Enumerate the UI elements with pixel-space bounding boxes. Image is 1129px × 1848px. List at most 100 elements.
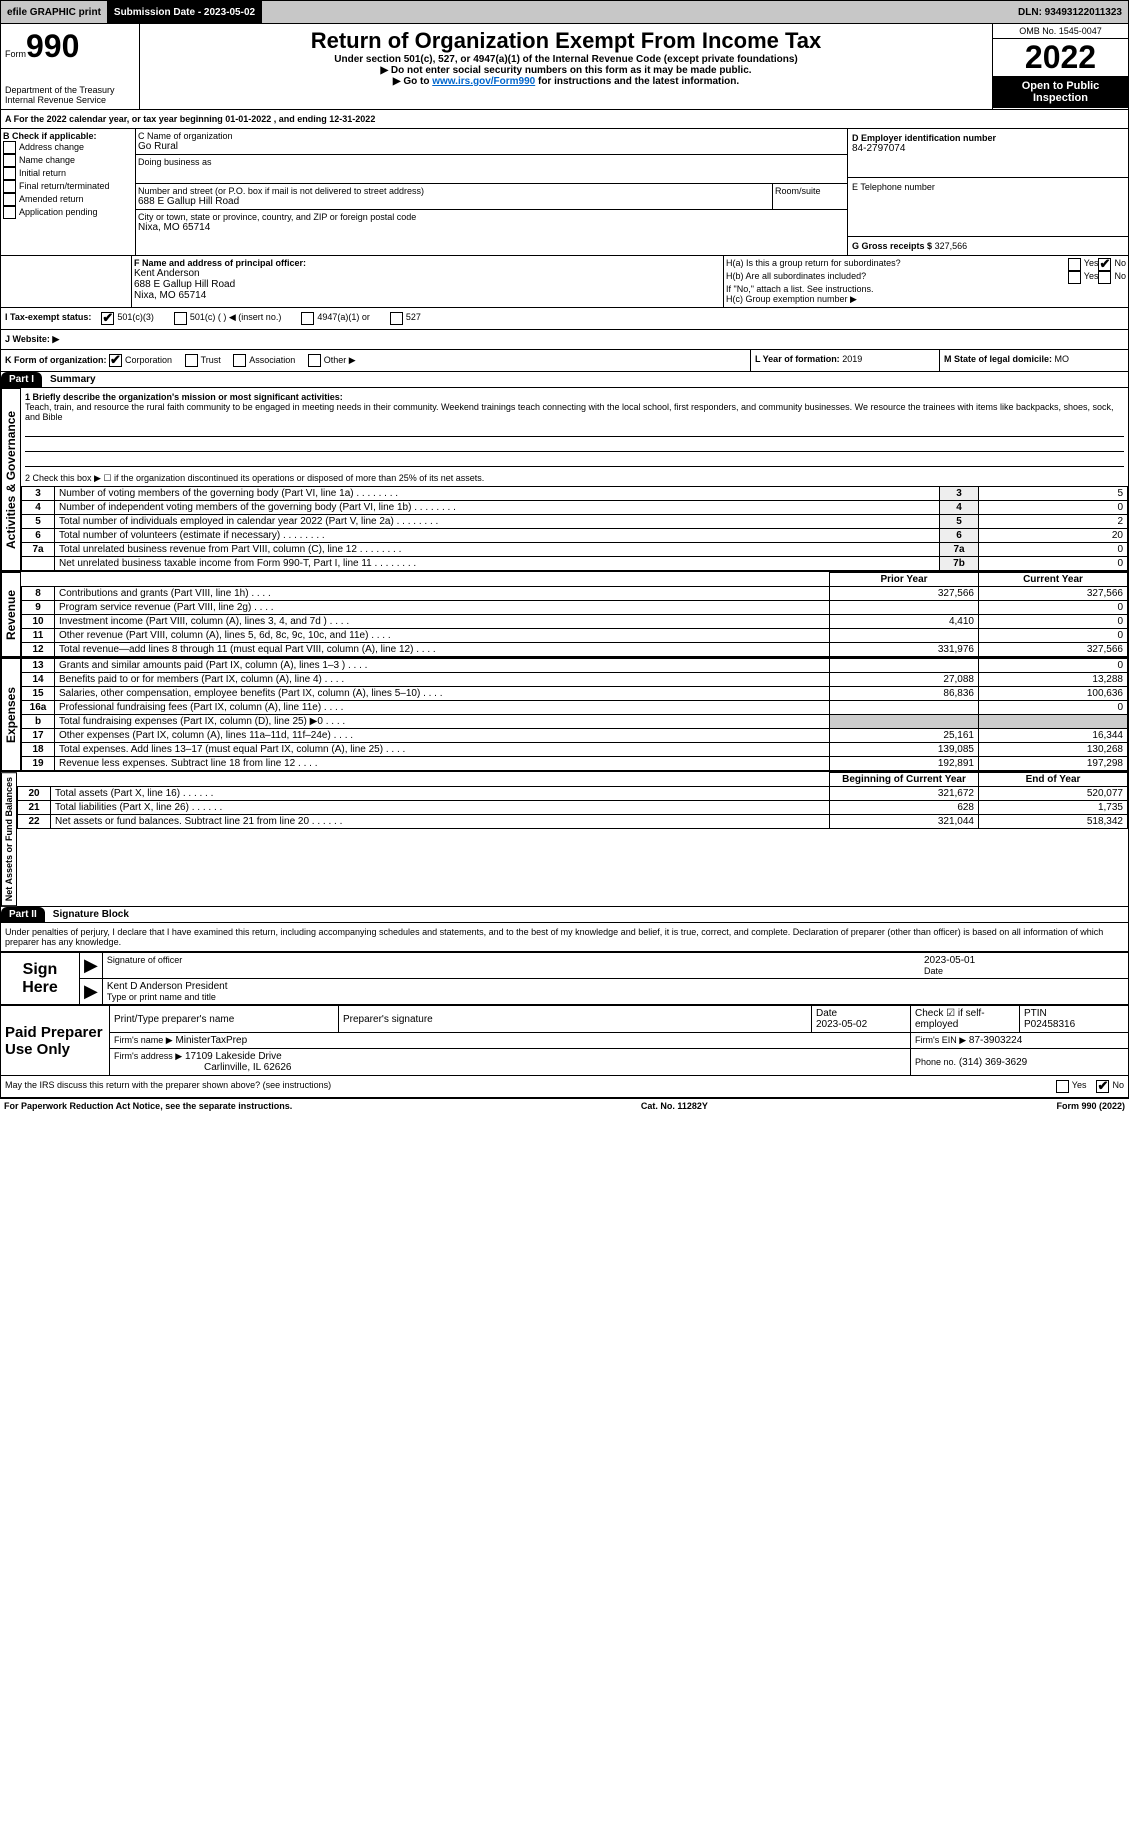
preparer-label: Paid Preparer Use Only: [1, 1006, 110, 1076]
prep-date: 2023-05-02: [816, 1019, 906, 1030]
ha-yes-checkbox[interactable]: [1068, 258, 1081, 271]
hc-label: H(c) Group exemption number ▶: [726, 294, 1126, 305]
street-label: Number and street (or P.O. box if mail i…: [138, 186, 770, 196]
ein-value: 84-2797074: [852, 143, 1124, 154]
ha-no-checkbox[interactable]: [1098, 258, 1111, 271]
527-checkbox[interactable]: [390, 312, 403, 325]
omb-label: OMB No. 1545-0047: [993, 24, 1128, 39]
side-governance: Activities & Governance: [1, 388, 21, 571]
efile-label: efile GRAPHIC print: [1, 1, 108, 23]
officer-addr2: Nixa, MO 65714: [134, 290, 721, 301]
table-row: 14Benefits paid to or for members (Part …: [22, 673, 1128, 687]
discuss-no: No: [1112, 1080, 1124, 1093]
box-e-label: E Telephone number: [852, 182, 1124, 192]
type-name-label: Type or print name and title: [107, 992, 1124, 1002]
date-label: Date: [924, 966, 1124, 976]
self-employed-label: Check ☑ if self-employed: [915, 1008, 985, 1030]
org-name: Go Rural: [138, 141, 845, 152]
table-row: 9Program service revenue (Part VIII, lin…: [22, 601, 1128, 615]
top-bar: efile GRAPHIC print Submission Date - 20…: [0, 0, 1129, 24]
officer-name-title: Kent D Anderson President: [107, 981, 1124, 992]
no-label2: No: [1114, 271, 1126, 284]
prep-col2: Preparer's signature: [339, 1006, 812, 1033]
current-year-header: Current Year: [979, 573, 1128, 587]
firm-phone-label: Phone no.: [915, 1057, 956, 1067]
officer-name: Kent Anderson: [134, 268, 721, 279]
subtitle3-suffix: for instructions and the latest informat…: [535, 76, 739, 87]
table-row: 16aProfessional fundraising fees (Part I…: [22, 701, 1128, 715]
box-m-label: M State of legal domicile:: [944, 354, 1052, 364]
q2-text: 2 Check this box ▶ ☐ if the organization…: [21, 471, 1128, 486]
box-j-label: J Website: ▶: [0, 330, 1129, 350]
revenue-table: Prior Year Current Year 8Contributions a…: [21, 572, 1128, 657]
dba-label: Doing business as: [138, 157, 845, 167]
box-b-item[interactable]: Application pending: [3, 206, 133, 219]
trust-checkbox[interactable]: [185, 354, 198, 367]
table-row: 6Total number of volunteers (estimate if…: [22, 529, 1128, 543]
end-year-header: End of Year: [979, 773, 1128, 787]
subtitle1: Under section 501(c), 527, or 4947(a)(1)…: [144, 54, 988, 65]
other-checkbox[interactable]: [308, 354, 321, 367]
sig-date: 2023-05-01: [924, 955, 1124, 966]
part2-bar: Part II Signature Block: [0, 907, 1129, 923]
submission-date-button[interactable]: Submission Date - 2023-05-02: [108, 1, 262, 23]
revenue-section: Revenue Prior Year Current Year 8Contrib…: [0, 572, 1129, 658]
assoc-checkbox[interactable]: [233, 354, 246, 367]
box-b-item[interactable]: Name change: [3, 154, 133, 167]
firm-addr2: Carlinville, IL 62626: [204, 1062, 291, 1073]
dln-label: DLN: 93493122011323: [1012, 1, 1128, 23]
opt-501c: 501(c) ( ) ◀ (insert no.): [190, 312, 281, 325]
city-value: Nixa, MO 65714: [138, 222, 845, 233]
hb-yes-checkbox[interactable]: [1068, 271, 1081, 284]
box-b-item[interactable]: Amended return: [3, 193, 133, 206]
table-row: 5Total number of individuals employed in…: [22, 515, 1128, 529]
box-b-item[interactable]: Address change: [3, 141, 133, 154]
table-row: 15Salaries, other compensation, employee…: [22, 687, 1128, 701]
box-b-item[interactable]: Initial return: [3, 167, 133, 180]
opt-other: Other ▶: [324, 355, 356, 365]
governance-table: 3Number of voting members of the governi…: [21, 486, 1128, 571]
box-b-item[interactable]: Final return/terminated: [3, 180, 133, 193]
yes-label: Yes: [1084, 258, 1099, 271]
netassets-table: Beginning of Current Year End of Year 20…: [17, 772, 1128, 829]
form-prefix: Form: [5, 49, 26, 59]
declaration-text: Under penalties of perjury, I declare th…: [0, 923, 1129, 952]
irs-label: Internal Revenue Service: [5, 95, 135, 105]
corp-checkbox[interactable]: [109, 354, 122, 367]
4947-checkbox[interactable]: [301, 312, 314, 325]
501c3-checkbox[interactable]: [101, 312, 114, 325]
part1-body: Activities & Governance 1 Briefly descri…: [0, 388, 1129, 572]
arrow-icon: ▶: [80, 953, 103, 979]
expenses-section: Expenses 13Grants and similar amounts pa…: [0, 658, 1129, 772]
table-row: 22Net assets or fund balances. Subtract …: [18, 815, 1128, 829]
part2-title: Signature Block: [45, 909, 129, 920]
table-row: 20Total assets (Part X, line 16) . . . .…: [18, 787, 1128, 801]
footer-mid: Cat. No. 11282Y: [641, 1101, 708, 1111]
501c-checkbox[interactable]: [174, 312, 187, 325]
table-row: 8Contributions and grants (Part VIII, li…: [22, 587, 1128, 601]
boxes-klm: K Form of organization: Corporation Trus…: [0, 350, 1129, 372]
ptin-value: P02458316: [1024, 1019, 1124, 1030]
subtitle2: ▶ Do not enter social security numbers o…: [144, 65, 988, 76]
discuss-no-checkbox[interactable]: [1096, 1080, 1109, 1093]
discuss-yes-checkbox[interactable]: [1056, 1080, 1069, 1093]
table-row: 3Number of voting members of the governi…: [22, 487, 1128, 501]
prep-col1: Print/Type preparer's name: [110, 1006, 339, 1033]
boxes-fh: F Name and address of principal officer:…: [0, 256, 1129, 308]
prep-date-label: Date: [816, 1008, 906, 1019]
open-public-badge: Open to Public Inspection: [993, 76, 1128, 108]
part1-title: Summary: [42, 374, 96, 385]
hb-no-checkbox[interactable]: [1098, 271, 1111, 284]
box-c-name-label: C Name of organization: [138, 131, 845, 141]
street-value: 688 E Gallup Hill Road: [138, 196, 770, 207]
opt-527: 527: [406, 312, 421, 325]
discuss-row: May the IRS discuss this return with the…: [0, 1076, 1129, 1098]
sign-here-label: Sign Here: [1, 953, 80, 1005]
sign-block: Sign Here ▶ Signature of officer 2023-05…: [0, 952, 1129, 1005]
instructions-link[interactable]: www.irs.gov/Form990: [432, 76, 535, 87]
officer-addr1: 688 E Gallup Hill Road: [134, 279, 721, 290]
firm-name-label: Firm's name ▶: [114, 1035, 173, 1045]
header-row: Form990 Department of the Treasury Inter…: [0, 24, 1129, 110]
ptin-label: PTIN: [1024, 1008, 1124, 1019]
no-label: No: [1114, 258, 1126, 271]
